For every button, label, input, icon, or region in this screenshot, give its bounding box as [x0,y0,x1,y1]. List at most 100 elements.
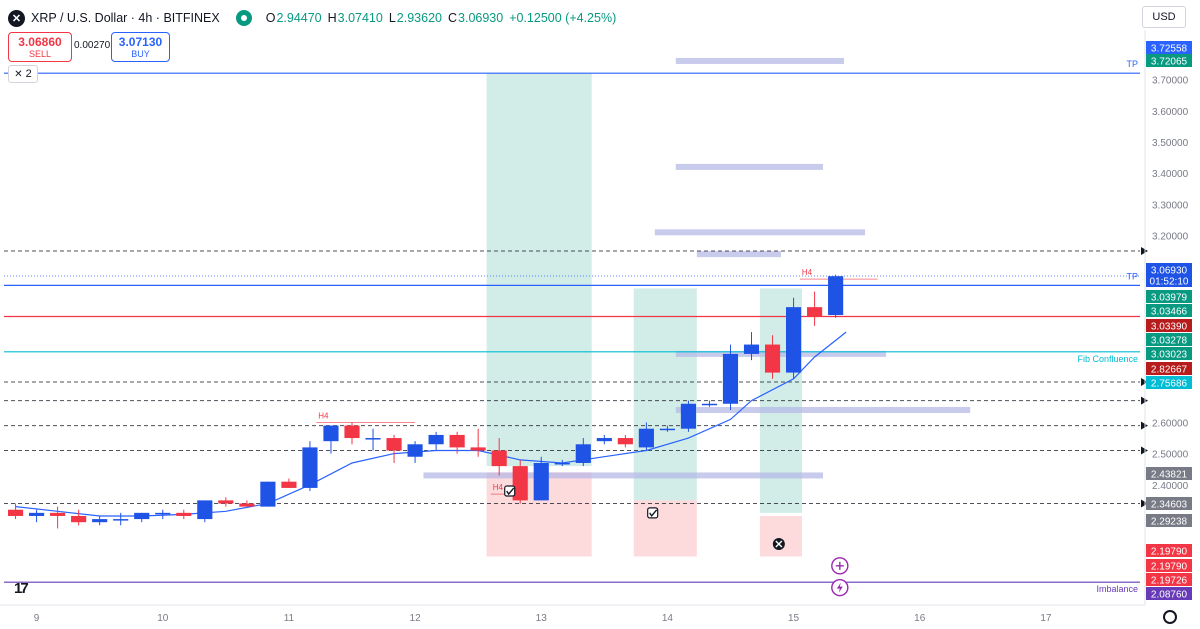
x-tick-label: 14 [662,613,674,624]
price-label: 2.29238 [1151,517,1188,528]
target-zone-2 [633,288,697,501]
price-label: 3.03023 [1151,350,1188,361]
order-block-bar [696,251,781,258]
plus-icon [835,561,844,570]
order-block-bar [675,163,824,170]
price-label-box [1146,514,1192,527]
candle-body [596,438,612,442]
close-value: 3.06930 [458,11,504,25]
price-label: 3.06930 [1151,266,1188,277]
price-label: 2.08760 [1151,590,1188,601]
price-label-box [1146,376,1192,389]
gear-icon[interactable] [1163,610,1177,624]
x-tick-label: 13 [536,613,548,624]
sell-label: SELL [28,49,52,59]
x-tick-label: 9 [34,613,40,624]
candle-body [807,307,823,317]
x-tick-label: 15 [788,613,800,624]
check-mark-icon [649,509,658,518]
candle-body [365,438,381,440]
currency-label: USD [1152,11,1176,23]
price-label: 3.03979 [1151,293,1188,304]
sell-button[interactable]: 3.06860 SELL [8,32,72,62]
candle-body [344,425,360,439]
sell-price: 3.06860 [18,35,62,49]
price-label-box [1146,573,1192,586]
candle-body [428,434,444,445]
price-label: 3.03466 [1151,307,1188,318]
chevron-icon: ✕ [14,68,23,80]
price-label-box [1146,290,1192,303]
buy-price: 3.07130 [118,35,163,49]
y-tick-label: 3.20000 [1152,231,1189,242]
candle-body [512,466,528,501]
candle-body [155,512,171,515]
eye-icon[interactable] [235,10,252,26]
candle-body [533,462,549,501]
candle-body [554,462,570,465]
price-label: 3.72558 [1151,44,1188,55]
order-block-bar [675,350,887,357]
y-tick-label: 2.60000 [1152,418,1189,429]
price-label: 2.34603 [1151,500,1188,511]
order-block-bar [675,57,845,64]
candle-body [29,512,45,516]
y-tick-label: 3.40000 [1152,169,1189,180]
candle-body [239,503,255,507]
candle-body [764,344,781,373]
candle-body [743,344,760,354]
candle-body [659,428,675,431]
symbol-title[interactable]: XRP / U.S. Dollar · 4h · BITFINEX [31,11,220,25]
price-label: 2.19790 [1151,547,1188,558]
candle-body [71,515,87,523]
price-label: 2.43821 [1151,470,1188,481]
low-value: 2.93620 [396,11,442,25]
candle-body [575,444,591,463]
open-label: O [265,11,276,25]
price-label: 3.03278 [1151,336,1188,347]
price-label-box [1146,319,1192,332]
candle-body [323,425,339,442]
level-label: Fib Confluence [1077,354,1138,364]
countdown-label: 01:52:10 [1150,277,1189,288]
candle-body [407,444,423,457]
open-value: 2.94470 [276,11,322,25]
candle-body [386,438,402,451]
target-zone-0 [486,73,592,467]
candle-body [92,519,108,523]
candle-body [617,438,633,445]
buy-button[interactable]: 3.07130 BUY [111,32,170,62]
candle-body [218,500,234,504]
y-tick-label: 3.50000 [1152,138,1189,149]
price-label-box [1146,333,1192,346]
check-icon [504,485,516,497]
high-value: 3.07410 [337,11,383,25]
indicators-collapse-button[interactable]: ✕ 2 [8,65,38,83]
candle-body [470,447,486,451]
price-label: 2.82667 [1151,365,1188,376]
check-icon [647,507,659,519]
x-tick-label: 11 [284,613,295,624]
price-label-box [1146,467,1192,480]
order-block-bar [423,472,824,479]
candle-body [176,512,192,516]
price-label-box [1146,304,1192,317]
candle-body [722,353,739,404]
price-label: 2.75686 [1151,379,1188,390]
y-tick-label: 3.70000 [1152,76,1189,87]
price-label-box [1146,263,1192,287]
candle-body [785,307,802,373]
y-tick-label: 3.60000 [1152,107,1189,118]
currency-selector[interactable]: USD [1142,6,1186,28]
price-label-box [1146,544,1192,557]
price-label: 3.72065 [1151,57,1188,68]
x-tick-label: 12 [410,613,422,624]
price-label-box [1146,559,1192,572]
tradingview-logo[interactable]: 17 [14,580,29,597]
price-label-box [1146,587,1192,600]
price-label: 3.03390 [1151,322,1188,333]
buy-label: BUY [131,49,150,59]
stop-zone-3 [633,500,697,557]
candle-body [638,428,654,448]
